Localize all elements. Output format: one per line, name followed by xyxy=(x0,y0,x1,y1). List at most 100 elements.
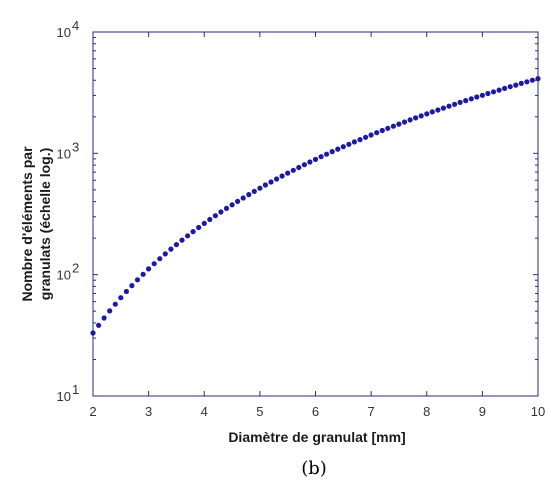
plot-border xyxy=(92,31,539,397)
data-point xyxy=(463,98,469,104)
data-point xyxy=(151,261,157,267)
data-point xyxy=(390,123,396,129)
x-tick-label: 7 xyxy=(368,404,375,419)
data-point xyxy=(212,213,218,219)
data-point xyxy=(346,141,352,147)
data-point xyxy=(290,167,296,173)
data-point xyxy=(318,154,324,160)
x-tick-label: 4 xyxy=(201,404,208,419)
data-point xyxy=(196,224,202,231)
data-point xyxy=(107,308,113,314)
data-point xyxy=(513,82,519,88)
data-point xyxy=(496,87,502,93)
data-point xyxy=(285,170,291,176)
data-point xyxy=(490,89,497,95)
data-point xyxy=(312,156,319,162)
data-point xyxy=(235,198,241,204)
data-point xyxy=(440,105,446,111)
data-point xyxy=(279,173,285,179)
data-point xyxy=(179,237,185,243)
data-point xyxy=(407,117,413,123)
y-axis-title-line2: granulats (échelle log.) xyxy=(37,148,53,300)
data-point xyxy=(413,115,419,121)
data-point xyxy=(268,179,274,185)
data-point xyxy=(518,80,524,86)
data-point xyxy=(112,301,118,307)
data-point xyxy=(168,246,174,252)
plot-area xyxy=(92,31,539,397)
data-point xyxy=(340,144,346,150)
y-tick-label-exponent: 1 xyxy=(72,382,79,397)
data-point xyxy=(185,233,191,239)
data-point xyxy=(140,271,146,277)
x-tick-label: 6 xyxy=(312,404,319,419)
data-point xyxy=(485,90,491,97)
data-point xyxy=(96,322,102,328)
data-point xyxy=(401,119,408,125)
data-point xyxy=(301,162,307,168)
data-point xyxy=(223,205,230,211)
data-point xyxy=(274,176,280,182)
data-point xyxy=(101,315,107,321)
data-point xyxy=(457,99,463,105)
data-point xyxy=(246,192,252,198)
data-series xyxy=(90,76,541,336)
data-point xyxy=(251,188,257,194)
x-tick-labels: 2 3 4 5 6 7 8 9 10 xyxy=(89,404,545,419)
data-point xyxy=(435,107,441,113)
data-point xyxy=(524,79,530,85)
data-point xyxy=(452,101,458,107)
data-point xyxy=(507,84,513,90)
y-tick-label: 10 xyxy=(57,25,71,40)
data-point xyxy=(262,182,268,188)
data-point xyxy=(385,125,391,131)
data-point xyxy=(240,195,246,201)
data-point xyxy=(157,256,163,262)
y-tick-label-exponent: 3 xyxy=(72,139,79,154)
figure-caption: (b) xyxy=(301,458,327,479)
data-point xyxy=(329,149,335,155)
y-axis-title: Nombre d'éléments par granulats (échelle… xyxy=(19,146,53,302)
data-point xyxy=(474,94,480,100)
data-point xyxy=(307,159,313,165)
data-point xyxy=(429,109,435,115)
y-tick-label: 10 xyxy=(57,146,71,161)
y-axis-title-line1: Nombre d'éléments par xyxy=(19,146,35,302)
data-point xyxy=(446,103,452,109)
data-point xyxy=(90,330,96,336)
data-point xyxy=(368,132,374,138)
data-point xyxy=(118,295,124,301)
data-point xyxy=(351,139,357,145)
data-point xyxy=(257,185,263,191)
y-tick-label: 10 xyxy=(57,268,71,283)
data-point xyxy=(190,229,196,235)
x-tick-label: 9 xyxy=(479,404,486,419)
data-point xyxy=(173,242,179,248)
data-point xyxy=(357,137,363,143)
data-point xyxy=(324,151,330,157)
x-tick-label: 10 xyxy=(531,404,545,419)
data-point xyxy=(207,216,213,223)
x-tick-label: 2 xyxy=(89,404,96,419)
data-point xyxy=(529,77,536,83)
data-point xyxy=(363,134,369,140)
y-tick-label: 10 xyxy=(57,389,71,404)
x-tick-label: 5 xyxy=(256,404,263,419)
data-point xyxy=(335,146,341,152)
data-point xyxy=(123,288,129,295)
data-point xyxy=(162,251,168,257)
data-point xyxy=(296,164,302,171)
x-axis-title: Diamètre de granulat [mm] xyxy=(228,429,405,445)
x-tick-label: 3 xyxy=(145,404,152,419)
data-point xyxy=(502,85,508,91)
data-point xyxy=(424,111,430,117)
data-point xyxy=(134,277,141,283)
axis-ticks xyxy=(92,32,539,397)
data-point xyxy=(201,220,207,226)
data-point xyxy=(229,202,235,208)
data-point xyxy=(374,130,380,136)
data-point xyxy=(129,283,135,289)
data-point xyxy=(218,209,224,215)
